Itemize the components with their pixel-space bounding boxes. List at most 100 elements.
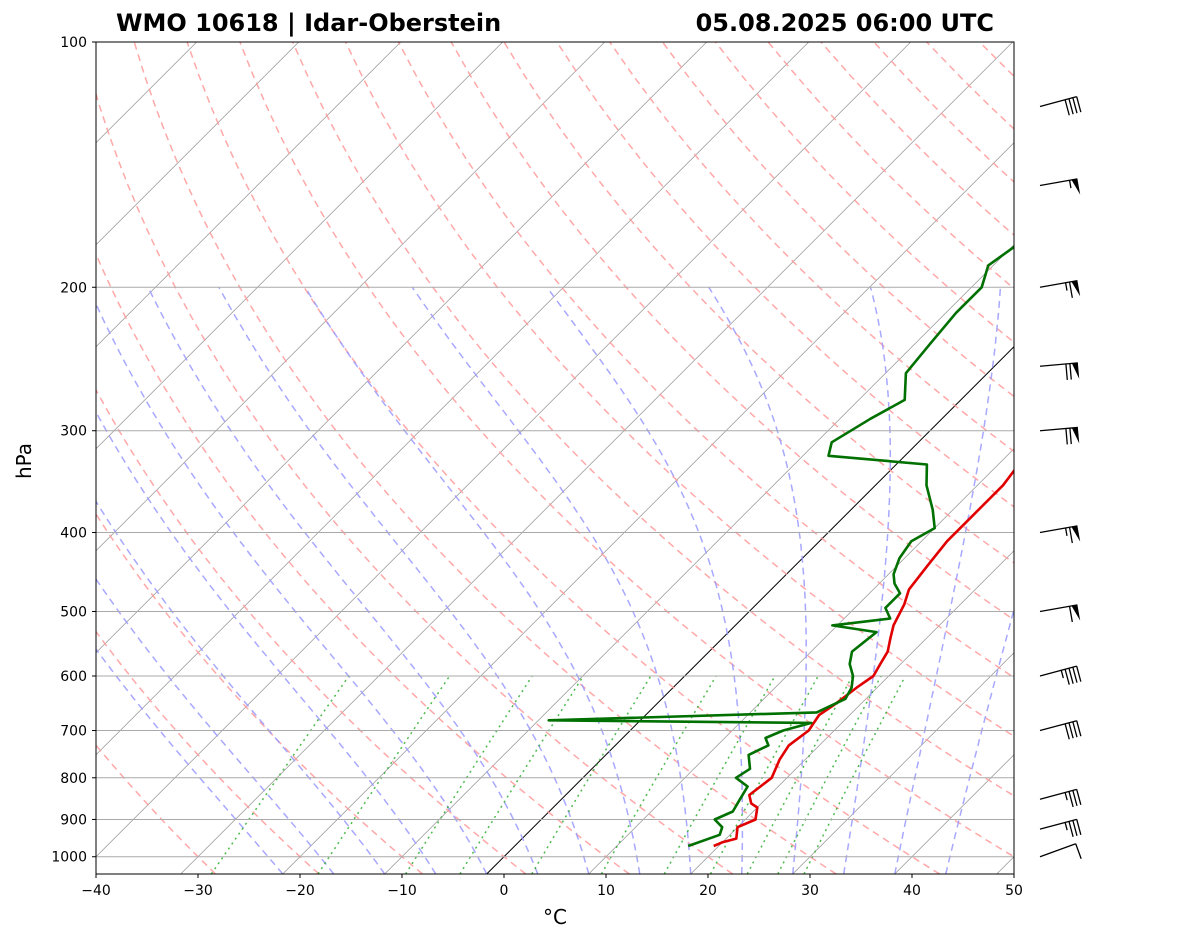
wind-barb-flag [1075,843,1082,859]
wind-barb-staff [1039,280,1078,288]
plot-frame [95,41,1015,875]
y-tick-label: 200 [60,280,87,296]
wind-barb-flag [1076,819,1082,835]
wind-barb-flag [1068,281,1073,298]
dry-adiabat-line [186,42,940,874]
wind-barb-staff [1039,788,1077,800]
wind-barb [1039,178,1081,195]
dry-adiabat-line [767,42,1014,290]
wind-barb-flag [1069,363,1072,380]
x-tick-label: −40 [81,883,111,899]
isotherm-line [996,856,1014,874]
wind-barb-pennant [1071,427,1080,444]
moist-adiabat-line [147,286,539,874]
wind-barb-pennant [1071,178,1081,195]
isotherm-line [690,550,1014,874]
isobar-grid [96,41,1014,858]
moist-adiabat-line [411,286,692,874]
wind-barb-flag [1076,720,1082,737]
wind-barb-flag [1068,668,1074,684]
wind-barb-flag [1065,363,1068,380]
mixing-ratio-line [459,675,584,874]
wind-barb-half-flag [1064,527,1068,536]
wind-barb-flag [1064,723,1070,740]
dry-adiabat-line [926,42,1014,130]
wind-barb-flag [1064,669,1070,685]
wind-barb-flag [1068,527,1073,544]
wind-barb-staff [1039,96,1077,108]
wind-barb-staff [1039,178,1078,187]
x-tick-label: 20 [699,883,717,899]
dry-adiabat-line [978,42,1014,78]
isotherm-line [282,142,1014,874]
moist-adiabat-line [96,647,284,874]
wind-barb-pennant [1071,525,1081,542]
isotherm-line [96,42,809,756]
wind-barb [1039,362,1080,380]
wind-barb-staff [1039,604,1078,613]
wind-barb-half-flag [1064,822,1068,831]
moist-adiabat-line [218,286,590,874]
y-tick-label: 900 [60,812,87,828]
wind-barb-staff [1039,665,1077,677]
dry-adiabat-line [820,42,1014,237]
wind-barb-flag [1072,667,1078,683]
mixing-ratio-line [317,675,451,874]
moist-adiabat-line [708,286,807,874]
isotherm-line [486,346,1014,874]
y-tick-label: 1000 [51,850,87,866]
dry-adiabat-line [96,91,734,874]
wind-barb [1039,96,1082,116]
wind-barb [1039,843,1082,859]
x-axis-ticks: −40 −30 −20 −10 0 10 20 30 40 50 [81,874,1023,899]
isotherm-line [180,42,1013,874]
wind-barb [1039,818,1082,838]
dewpoint-line [547,245,1014,848]
y-tick-label: 300 [60,424,87,440]
dry-adiabat-line [1032,42,1181,874]
moist-adiabat-line [304,286,641,874]
wind-barb-flag [1068,791,1074,808]
wind-barb-flag [1065,428,1068,445]
isotherm-line [96,42,299,246]
wind-barb [1039,720,1082,740]
dry-adiabat-line [661,42,1014,398]
x-tick-label: 50 [1005,883,1023,899]
sounding-profiles [547,245,1014,848]
isotherm-line [1099,42,1181,874]
x-tick-label: −10 [387,883,417,899]
wind-barb [1039,665,1082,685]
wind-barb-pennant [1071,604,1081,621]
wind-barb-staff [1039,426,1078,432]
wind-barb-pennant [1071,362,1080,379]
dry-adiabat-line [397,42,1014,679]
wind-barb-flag [1069,428,1072,445]
x-tick-label: 0 [500,883,509,899]
x-axis-label: °C [543,905,567,929]
mixing-ratio-line [210,675,350,874]
y-tick-label: 400 [60,526,87,542]
wind-barb-flag [1072,820,1078,836]
chart-title-time: 05.08.2025 06:00 UTC [696,9,994,37]
x-tick-label: 40 [903,883,921,899]
moist-adiabat-line [96,500,386,874]
mixing-ratio-line [803,675,907,874]
mixing-ratio-line [404,675,533,874]
dry-adiabat-line [96,252,630,874]
wind-barb [1039,280,1081,298]
wind-barb [1039,788,1082,808]
y-tick-label: 800 [60,771,87,787]
y-tick-label: 700 [60,724,87,740]
background-lines [96,42,1181,874]
x-tick-label: 30 [801,883,819,899]
chart-title-station: WMO 10618 | Idar-Oberstein [116,9,501,37]
mixing-ratio-line [746,675,854,874]
dry-adiabat-line [450,42,1014,621]
dry-adiabat-line [133,42,837,874]
dry-adiabat-line [96,512,423,874]
wind-barb-half-flag [1068,180,1072,189]
wind-barb-flag [1072,721,1078,738]
wind-barb-flag [1076,96,1082,113]
zero-isotherm-line [486,345,1014,874]
